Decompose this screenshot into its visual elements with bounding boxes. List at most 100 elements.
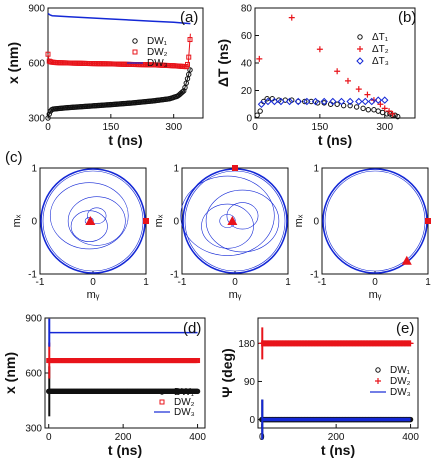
- x-axis-label: mᵧ: [87, 289, 100, 301]
- x-axis-label: t (ns): [318, 132, 352, 148]
- data-point: [368, 97, 376, 106]
- y-tick-label: 0: [31, 217, 37, 228]
- legend-swatch: [375, 367, 381, 373]
- data-point: [347, 102, 353, 109]
- data-point: [308, 98, 314, 105]
- x-tick-label: 200: [115, 432, 132, 443]
- orbit-circle: [322, 168, 428, 274]
- legend-entry: DW₃: [174, 407, 195, 418]
- y-tick-label: 600: [25, 369, 42, 380]
- legend-swatch: [132, 49, 138, 55]
- x-tick-label: 150: [312, 122, 329, 133]
- legend-entry: DW₁: [390, 365, 411, 376]
- orbit-trajectory: [226, 202, 259, 230]
- data-point: [334, 101, 340, 107]
- legend-entry: ΔT₁: [372, 32, 389, 43]
- y-tick-label: 60: [241, 31, 253, 42]
- y-axis-label: mₓ: [153, 214, 165, 227]
- series-line: [47, 68, 191, 119]
- data-point: [407, 340, 414, 347]
- data-point: [256, 55, 263, 62]
- panel-label-c: (c): [5, 149, 23, 166]
- legend-swatch: [159, 399, 165, 405]
- panel-label-d: (d): [183, 320, 201, 337]
- data-point: [364, 91, 371, 98]
- data-point: [389, 110, 396, 117]
- legend-swatch: [357, 34, 363, 40]
- orbit-trajectory: [70, 210, 108, 242]
- legend-entry: DW₂: [390, 376, 411, 387]
- data-point: [386, 108, 393, 115]
- x-tick-label: 200: [328, 432, 345, 443]
- y-tick-label: 90: [244, 377, 256, 388]
- y-tick-label: 20: [241, 86, 253, 97]
- data-point: [303, 97, 311, 106]
- legend-entry: DW₁: [147, 36, 168, 47]
- data-point: [187, 37, 193, 43]
- data-point: [46, 111, 52, 117]
- data-point: [264, 96, 270, 102]
- orbit-trajectory: [87, 207, 107, 225]
- x-tick-label: 0: [372, 277, 378, 288]
- orbit-circle: [324, 170, 426, 272]
- legend-swatch: [132, 38, 138, 44]
- x-tick-label: 1: [143, 277, 149, 288]
- data-point: [264, 97, 272, 106]
- x-tick-label: 400: [189, 432, 206, 443]
- legend-entry: DW₃: [147, 58, 168, 69]
- orbit-trajectory: [180, 175, 275, 256]
- series-markers: [45, 37, 193, 70]
- series-markers: [257, 96, 389, 108]
- x-tick-label: 1: [425, 277, 431, 288]
- data-point: [395, 113, 401, 120]
- data-point: [195, 358, 201, 364]
- data-point: [329, 97, 337, 106]
- orbit-subplot: -1-1 0 0 1 1 mᵧ mₓ: [11, 164, 149, 302]
- data-point: [302, 98, 308, 105]
- y-axis-label: Ψ (deg): [219, 348, 235, 397]
- start-marker-square: [425, 218, 431, 224]
- data-point: [257, 100, 266, 108]
- series-markers: [254, 96, 401, 120]
- x-tick-label: 0: [232, 277, 238, 288]
- orbit-trajectory: [205, 189, 280, 253]
- y-axis-label: mₓ: [11, 214, 23, 227]
- legend-swatch: [375, 378, 381, 384]
- y-tick-label: 1: [173, 164, 179, 175]
- end-marker-triangle: [227, 216, 238, 225]
- x-tick-label: 300: [376, 122, 393, 133]
- y-tick-label: 0: [313, 217, 319, 228]
- data-point: [320, 97, 328, 106]
- y-tick-label: 300: [28, 114, 45, 125]
- legend-entry: ΔT₃: [372, 56, 389, 67]
- y-tick-label: 300: [25, 424, 42, 435]
- data-point: [377, 101, 384, 108]
- x-tick-label: 0: [90, 277, 96, 288]
- y-tick-label: 600: [28, 59, 45, 70]
- legend-entry: DW₃: [390, 387, 411, 398]
- x-axis-label: mᵧ: [369, 289, 382, 301]
- data-point: [379, 109, 386, 116]
- y-tick-label: 80: [241, 4, 253, 15]
- series-markers: [46, 388, 201, 395]
- data-point: [194, 388, 201, 395]
- series-markers: [258, 340, 414, 347]
- y-tick-label: 0: [249, 415, 255, 426]
- end-marker-triangle: [85, 216, 96, 225]
- x-axis-label: t (ns): [321, 442, 355, 458]
- orbit-trajectory: [201, 203, 254, 249]
- orbit-trajectory: [49, 182, 129, 250]
- data-point: [365, 107, 371, 113]
- y-tick-label: 1: [31, 164, 37, 175]
- x-tick-label: -1: [318, 277, 327, 288]
- y-tick-label: 0: [246, 114, 252, 125]
- data-point: [270, 97, 279, 106]
- y-axis-label: ΔT (ns): [215, 39, 231, 87]
- y-axis-label: x (nm): [5, 42, 21, 84]
- y-tick-label: 180: [238, 339, 255, 350]
- data-point: [45, 51, 51, 57]
- panel-label-b: (b): [398, 9, 416, 26]
